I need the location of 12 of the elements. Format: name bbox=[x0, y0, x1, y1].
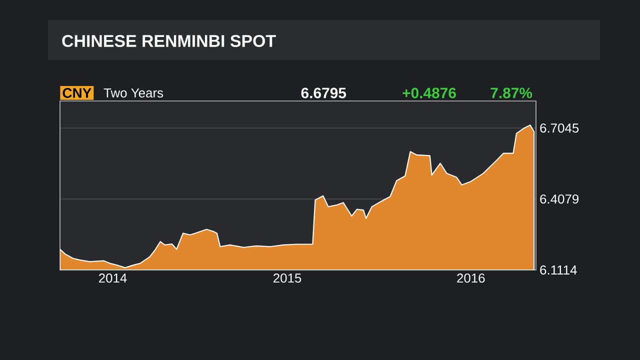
y-tick-label: 6.7045 bbox=[540, 123, 579, 133]
x-tick-label: 2014 bbox=[98, 274, 127, 283]
x-tick-label: 2016 bbox=[457, 274, 485, 283]
chart-title: CHINESE RENMINBI SPOT bbox=[62, 35, 276, 47]
text: 6.6795 bbox=[301, 88, 346, 98]
text: +0.4876 bbox=[402, 88, 456, 98]
text: 7.87% bbox=[490, 88, 532, 98]
y-tick-label: 6.1114 bbox=[540, 265, 577, 275]
text: Two Years bbox=[104, 88, 164, 98]
text: CNY bbox=[62, 88, 92, 98]
y-tick-label: 6.4079 bbox=[540, 194, 579, 204]
x-tick-label: 2015 bbox=[274, 274, 302, 283]
